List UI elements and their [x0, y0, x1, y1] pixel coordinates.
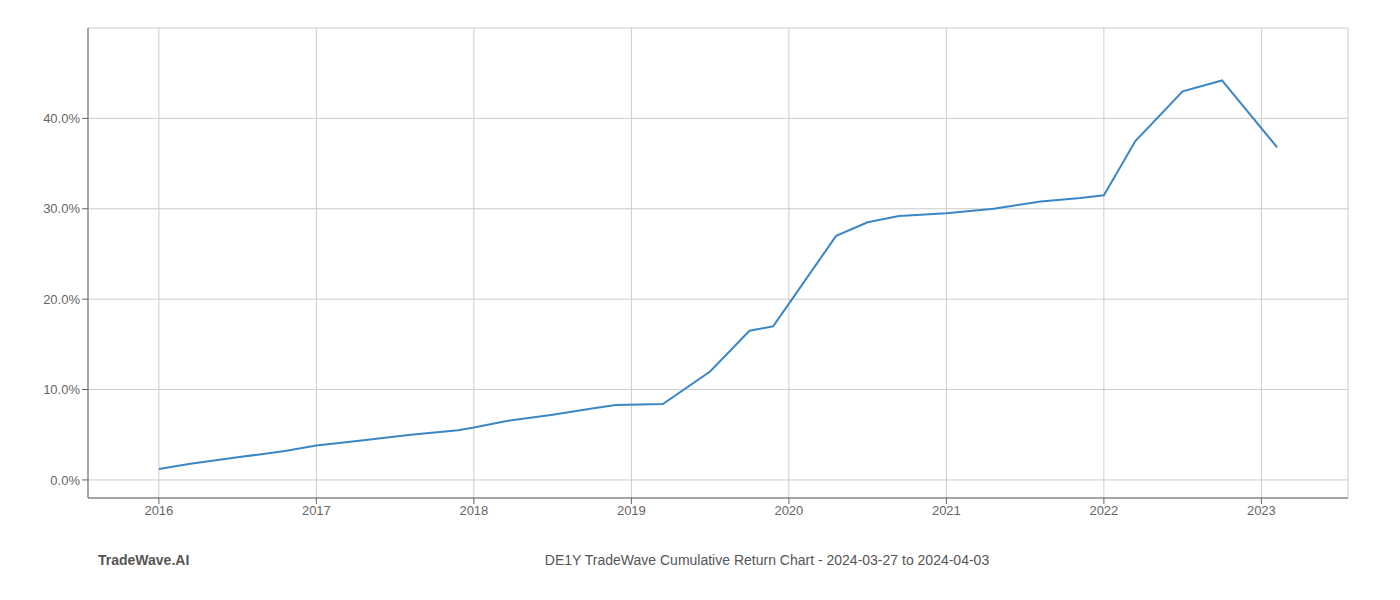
svg-text:40.0%: 40.0% — [43, 111, 80, 126]
svg-text:2016: 2016 — [144, 503, 173, 518]
svg-text:2021: 2021 — [932, 503, 961, 518]
svg-text:10.0%: 10.0% — [43, 382, 80, 397]
svg-text:2022: 2022 — [1089, 503, 1118, 518]
svg-text:30.0%: 30.0% — [43, 201, 80, 216]
svg-text:2020: 2020 — [774, 503, 803, 518]
svg-text:2017: 2017 — [302, 503, 331, 518]
svg-text:20.0%: 20.0% — [43, 292, 80, 307]
html-text:DE1Y TradeWave Cumulative Retu: DE1Y TradeWave Cumulative Return Chart -… — [544, 552, 990, 568]
html-text:TradeWave.AI: TradeWave.AI — [98, 552, 190, 568]
svg-text:2019: 2019 — [617, 503, 646, 518]
svg-text:0.0%: 0.0% — [50, 473, 80, 488]
svg-text:2018: 2018 — [459, 503, 488, 518]
svg-text:2023: 2023 — [1247, 503, 1276, 518]
